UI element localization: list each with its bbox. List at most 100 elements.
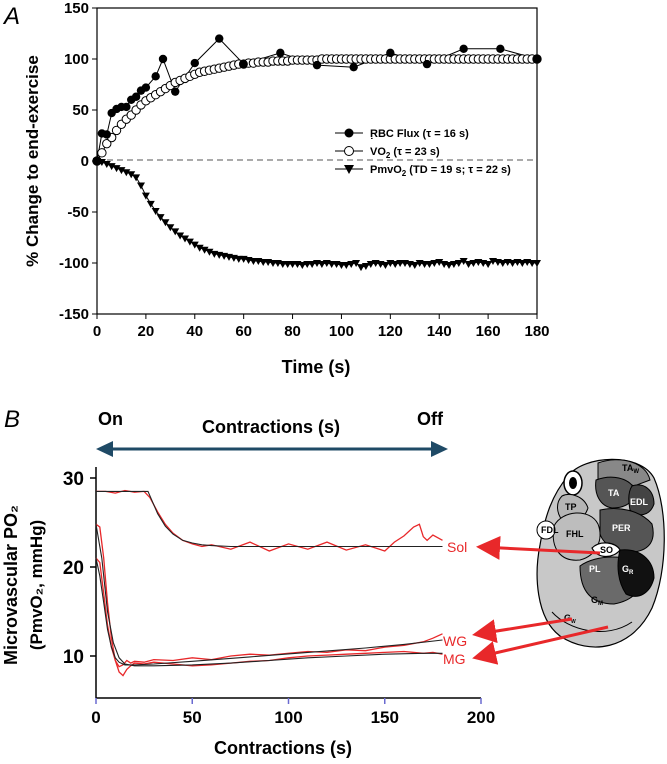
label-fdl: FDL — [541, 525, 559, 535]
y-tick-label-b: 20 — [63, 558, 84, 579]
data-point-pmvo2 — [366, 261, 375, 269]
data-point-vo2 — [102, 138, 112, 149]
y-tick-label-a: 0 — [81, 153, 89, 170]
contraction-span-arrow — [96, 441, 448, 457]
data-point-rbc-flux — [171, 87, 180, 96]
y-tick-label-a: -150 — [59, 306, 89, 323]
x-axis-a: 0 20 40 60 80 100 120 140 160 180 — [93, 314, 550, 340]
annotation-arrows — [472, 535, 609, 665]
data-point-pmvo2 — [181, 235, 189, 243]
data-point-rbc-flux — [92, 156, 102, 166]
data-point-pmvo2 — [484, 261, 493, 269]
data-point-pmvo2 — [161, 219, 170, 227]
data-point-rbc-flux — [532, 54, 542, 64]
data-point-rbc-flux — [386, 48, 395, 58]
vo2-dot-accent: ˙ — [370, 137, 374, 149]
label-ta: TA — [608, 488, 620, 498]
data-point-pmvo2 — [122, 169, 131, 177]
x-tick-label-a: 80 — [284, 323, 301, 340]
data-point-rbc-flux — [239, 59, 248, 69]
plot-frame-a — [96, 7, 538, 315]
contractions-title: Contractions (s) — [202, 417, 340, 437]
data-point-pmvo2 — [151, 207, 160, 215]
data-point-pmvo2 — [185, 238, 194, 246]
data-point-pmvo2 — [171, 228, 180, 236]
x-axis-label-a: Time (s) — [282, 357, 351, 377]
panel-label-a: A — [2, 3, 20, 30]
data-point-rbc-flux — [422, 59, 432, 69]
x-tick-label-a: 180 — [524, 323, 549, 340]
label-gr: GR — [622, 564, 634, 576]
data-point-pmvo2 — [166, 224, 175, 232]
data-point-pmvo2 — [137, 182, 145, 190]
x-tick-label-a: 100 — [329, 323, 354, 340]
data-point-rbc-flux — [102, 130, 111, 139]
y-tick-label-a: 50 — [72, 102, 89, 119]
data-point-rbc-flux — [158, 54, 168, 64]
data-point-pmvo2 — [127, 171, 136, 179]
legend-entry-pmvo2: PmvO2 (TD = 19 s; τ = 22 s) — [370, 164, 511, 178]
label-per: PER — [612, 523, 631, 533]
muscle-gr — [617, 549, 655, 597]
data-point-pmvo2 — [317, 261, 326, 269]
y-axis-b: 30 20 10 — [63, 469, 96, 668]
muscle-fdl — [536, 520, 556, 540]
label-fhl: FHL — [566, 529, 584, 539]
data-point-pmvo2 — [454, 260, 463, 267]
series-line-sol — [96, 489, 443, 552]
data-point-vo2 — [97, 148, 107, 158]
series-label-wg: WG — [443, 633, 467, 649]
data-point-rbc-flux — [190, 58, 199, 68]
fit-line-wg — [95, 557, 443, 666]
y-tick-label-a: 100 — [64, 51, 89, 68]
data-point-pmvo2 — [146, 200, 155, 208]
data-point-pmvo2 — [112, 165, 121, 173]
y-axis-a: 150 100 50 0 -50 -100 -150 — [59, 0, 97, 323]
data-point-pmvo2 — [195, 244, 204, 252]
data-point-rbc-flux — [215, 34, 224, 43]
data-point-rbc-flux — [141, 83, 151, 92]
legend-a: RBC Flux (τ = 16 s) VO2 (τ = 23 s) ˙ Pmv… — [335, 128, 511, 178]
data-point-pmvo2 — [464, 261, 473, 269]
panel-label-b: B — [4, 406, 20, 433]
x-tick-label-a: 0 — [93, 323, 101, 340]
data-point-pmvo2 — [518, 260, 527, 267]
data-point-pmvo2 — [469, 260, 478, 267]
legend-entry-rbc: RBC Flux (τ = 16 s) — [370, 128, 469, 140]
data-point-rbc-flux — [349, 62, 358, 72]
x-tick-label-a: 140 — [427, 323, 452, 340]
label-tp: TP — [565, 502, 577, 512]
x-tick-label-b: 150 — [371, 708, 399, 727]
data-point-pmvo2 — [176, 232, 185, 240]
x-tick-label-a: 60 — [235, 323, 252, 340]
data-point-pmvo2 — [533, 260, 541, 267]
legend-marker-pmvo2 — [344, 165, 354, 174]
label-pl: PL — [589, 564, 601, 574]
data-point-pmvo2 — [190, 241, 199, 249]
data-point-pmvo2 — [102, 161, 111, 169]
y-tick-label-a: -50 — [67, 204, 89, 221]
arrow-to-wg — [472, 617, 573, 644]
data-point-pmvo2 — [200, 246, 209, 254]
series-label-sol: Sol — [447, 539, 467, 555]
data-point-pmvo2 — [132, 174, 141, 182]
label-gm: GM — [591, 595, 603, 607]
data-point-pmvo2 — [391, 261, 400, 269]
y-tick-label-b: 30 — [63, 469, 84, 490]
arrow-to-mg — [472, 625, 609, 665]
label-so: SO — [600, 545, 613, 555]
data-point-pmvo2 — [498, 260, 507, 267]
data-point-pmvo2 — [298, 262, 307, 270]
series-line-pmvo2 — [96, 160, 537, 268]
y-axis-label-b-line1: Microvascular PO₂ — [1, 505, 21, 665]
data-point-pmvo2 — [141, 192, 150, 200]
x-tick-label-b: 0 — [91, 708, 100, 727]
label-taw: TAW — [622, 463, 639, 475]
data-point-pmvo2 — [425, 261, 434, 269]
y-axis-label-a: % Change to end-exercise — [23, 55, 42, 267]
data-point-pmvo2 — [107, 163, 116, 171]
data-point-pmvo2 — [410, 262, 419, 270]
data-point-pmvo2 — [459, 257, 468, 265]
x-axis-b: 0 50 100 150 200 — [91, 698, 495, 727]
